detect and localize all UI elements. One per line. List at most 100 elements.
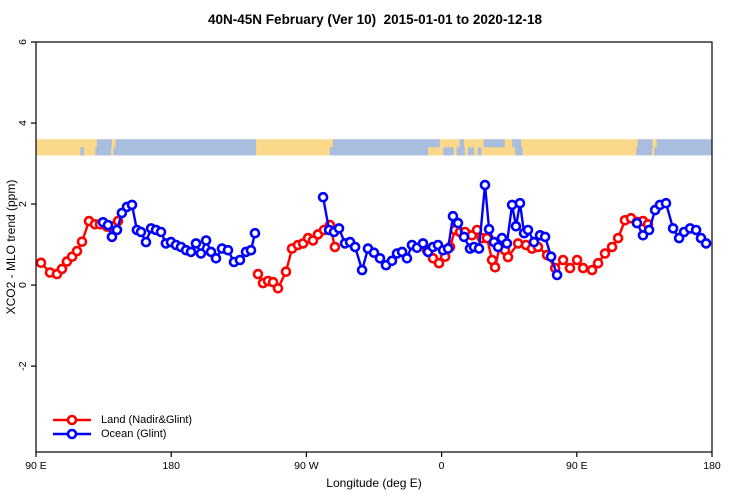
map-strip-ocean-segment bbox=[95, 147, 112, 156]
data-point bbox=[200, 235, 212, 246]
data-point bbox=[317, 191, 329, 203]
data-point bbox=[249, 227, 261, 239]
data-point bbox=[433, 257, 445, 269]
data-point bbox=[76, 236, 88, 247]
map-strip-land-segment bbox=[111, 147, 114, 156]
land-series bbox=[35, 212, 654, 294]
x-tick-label: 90 E bbox=[25, 460, 47, 472]
map-strip-ocean-segment bbox=[459, 139, 465, 148]
map-strip-land-segment bbox=[36, 139, 98, 148]
x-axis-label: Longitude (deg E) bbox=[326, 476, 422, 490]
map-strip-ocean-segment bbox=[467, 147, 475, 156]
map-strip-land-segment bbox=[522, 147, 637, 156]
data-point bbox=[329, 241, 341, 253]
map-strip-land-segment bbox=[111, 139, 117, 148]
y-tick-label: -2 bbox=[17, 361, 29, 370]
data-point bbox=[210, 252, 222, 264]
map-strip-ocean-segment bbox=[656, 139, 713, 148]
y-tick-label: 6 bbox=[17, 39, 29, 45]
x-tick-label: 180 bbox=[162, 460, 180, 472]
data-point bbox=[458, 231, 470, 243]
data-point bbox=[102, 219, 114, 231]
data-point bbox=[222, 244, 234, 256]
data-point bbox=[551, 269, 563, 281]
data-point bbox=[564, 262, 576, 274]
legend-label-land: Land (Nadir&Glint) bbox=[101, 414, 193, 426]
data-point bbox=[374, 252, 386, 264]
data-point bbox=[35, 257, 47, 269]
map-strip-land-segment bbox=[84, 147, 96, 156]
data-point bbox=[447, 210, 459, 222]
map-strip-land-segment bbox=[36, 147, 81, 156]
data-point bbox=[577, 262, 589, 274]
data-point bbox=[592, 257, 604, 269]
chart-title: 40N-45N February (Ver 10) 2015-01-01 to … bbox=[208, 12, 542, 27]
legend-item-ocean: Ocean (Glint) bbox=[52, 427, 192, 441]
y-tick-label: 4 bbox=[17, 120, 29, 126]
land-series-key-icon bbox=[53, 414, 91, 426]
data-point bbox=[135, 226, 147, 238]
map-strip bbox=[36, 139, 713, 156]
map-strip-ocean-segment bbox=[332, 139, 441, 148]
map-strip-land-segment bbox=[464, 139, 485, 148]
data-point bbox=[272, 282, 284, 294]
data-point bbox=[612, 232, 624, 244]
data-point bbox=[356, 264, 368, 276]
data-point bbox=[185, 246, 197, 258]
legend-label-ocean: Ocean (Glint) bbox=[101, 428, 167, 440]
map-strip-ocean-segment bbox=[113, 147, 257, 156]
map-strip-land-segment bbox=[473, 147, 479, 156]
data-point bbox=[106, 231, 118, 243]
data-point bbox=[700, 238, 712, 249]
map-strip-land-segment bbox=[651, 147, 655, 156]
data-point bbox=[502, 251, 514, 263]
map-strip-land-segment bbox=[256, 147, 331, 156]
data-point bbox=[510, 221, 522, 232]
x-tick-label: 90 E bbox=[566, 460, 588, 472]
map-strip-ocean-segment bbox=[329, 147, 429, 156]
map-strip-ocean-segment bbox=[636, 147, 653, 156]
ocean-series bbox=[97, 179, 712, 281]
map-strip-ocean-segment bbox=[515, 147, 524, 156]
y-axis: -2 0 2 4 6 bbox=[17, 39, 36, 371]
map-strip-ocean-segment bbox=[477, 147, 482, 156]
data-point bbox=[195, 248, 207, 259]
data-point bbox=[571, 254, 583, 266]
map-strip-ocean-segment bbox=[96, 139, 113, 148]
map-strip-land-segment bbox=[504, 139, 513, 148]
data-point bbox=[155, 226, 167, 238]
map-strip-ocean-segment bbox=[512, 139, 522, 148]
x-axis: 90 E 180 90 W 0 90 E 180 bbox=[25, 452, 721, 472]
data-point bbox=[599, 248, 611, 259]
map-strip-land-segment bbox=[439, 139, 461, 148]
data-point bbox=[401, 252, 413, 264]
map-strip-land-segment bbox=[521, 139, 639, 148]
data-point bbox=[252, 268, 264, 280]
map-strip-ocean-segment bbox=[456, 147, 466, 156]
data-point bbox=[111, 224, 123, 236]
data-point bbox=[349, 241, 361, 253]
map-strip-land-segment bbox=[481, 147, 516, 156]
data-point bbox=[368, 247, 380, 258]
data-point bbox=[245, 244, 257, 256]
map-strip-ocean-segment bbox=[483, 139, 506, 148]
data-point bbox=[501, 238, 513, 249]
map-strip-ocean-segment bbox=[115, 139, 257, 148]
data-point bbox=[660, 197, 672, 209]
data-point bbox=[557, 254, 569, 266]
data-point bbox=[386, 255, 398, 267]
data-point bbox=[586, 264, 598, 276]
data-point bbox=[539, 231, 551, 243]
data-point bbox=[606, 241, 618, 253]
data-point bbox=[545, 251, 557, 263]
data-point bbox=[442, 243, 454, 254]
map-strip-land-segment bbox=[256, 139, 334, 148]
data-point bbox=[667, 223, 679, 234]
map-strip-land-segment bbox=[464, 147, 469, 156]
x-tick-label: 90 W bbox=[294, 460, 319, 472]
x-tick-label: 180 bbox=[703, 460, 721, 472]
data-point bbox=[205, 246, 217, 258]
data-point bbox=[528, 236, 540, 248]
